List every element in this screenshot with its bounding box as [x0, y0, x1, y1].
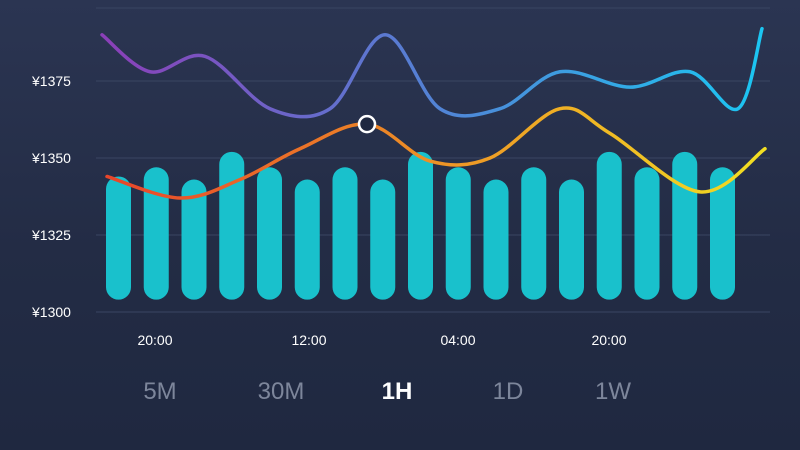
volume-bar: [370, 179, 396, 300]
volume-bar: [596, 151, 622, 300]
volume-bar: [559, 179, 584, 300]
range-tab-1h[interactable]: 1H: [381, 378, 413, 405]
x-tick-label: 04:00: [440, 332, 475, 348]
time-range-selector: 5M 30M 1H 1D 1W: [0, 378, 800, 418]
y-tick-label: ¥1350: [31, 150, 71, 166]
volume-bar: [634, 167, 660, 300]
y-tick-label: ¥1375: [31, 73, 71, 89]
y-tick-label: ¥1300: [31, 304, 71, 320]
x-tick-label: 12:00: [291, 332, 326, 348]
range-tab-5m[interactable]: 5M: [143, 378, 177, 405]
volume-bar: [143, 167, 169, 300]
price-line-1: [100, 26, 764, 119]
range-tab-1d[interactable]: 1D: [492, 378, 524, 405]
price-line-2: [105, 106, 767, 200]
price-chart: ¥1375¥1350¥1325¥1300 20:00 12:00 04:00 20:0…: [31, 7, 770, 348]
volume-bar: [219, 151, 245, 300]
chart-markers: [357, 114, 377, 134]
volume-bar: [332, 167, 358, 300]
volume-bar: [483, 179, 509, 300]
volume-bar: [710, 167, 735, 300]
volume-bar: [521, 167, 547, 300]
volume-bar: [672, 151, 698, 300]
y-axis-ticks: ¥1375 ¥1350 ¥1325 ¥1300: [31, 73, 71, 320]
range-tab-30m[interactable]: 30M: [257, 378, 305, 405]
volume-bar: [257, 167, 282, 300]
volume-bar: [294, 179, 320, 300]
x-tick-label: 20:00: [137, 332, 172, 348]
volume-bar: [445, 167, 471, 300]
x-axis-ticks: 20:00 12:00 04:00 20:00: [137, 332, 626, 348]
range-tab-1w[interactable]: 1W: [595, 378, 631, 405]
chart-lines: [100, 26, 767, 200]
x-tick-label: 20:00: [591, 332, 626, 348]
price-marker[interactable]: [357, 114, 377, 134]
volume-bar: [408, 151, 433, 300]
volume-bar: [106, 176, 131, 300]
volume-bar: [181, 179, 207, 300]
chart-bars: [106, 151, 735, 300]
y-tick-label: ¥1325: [31, 227, 71, 243]
